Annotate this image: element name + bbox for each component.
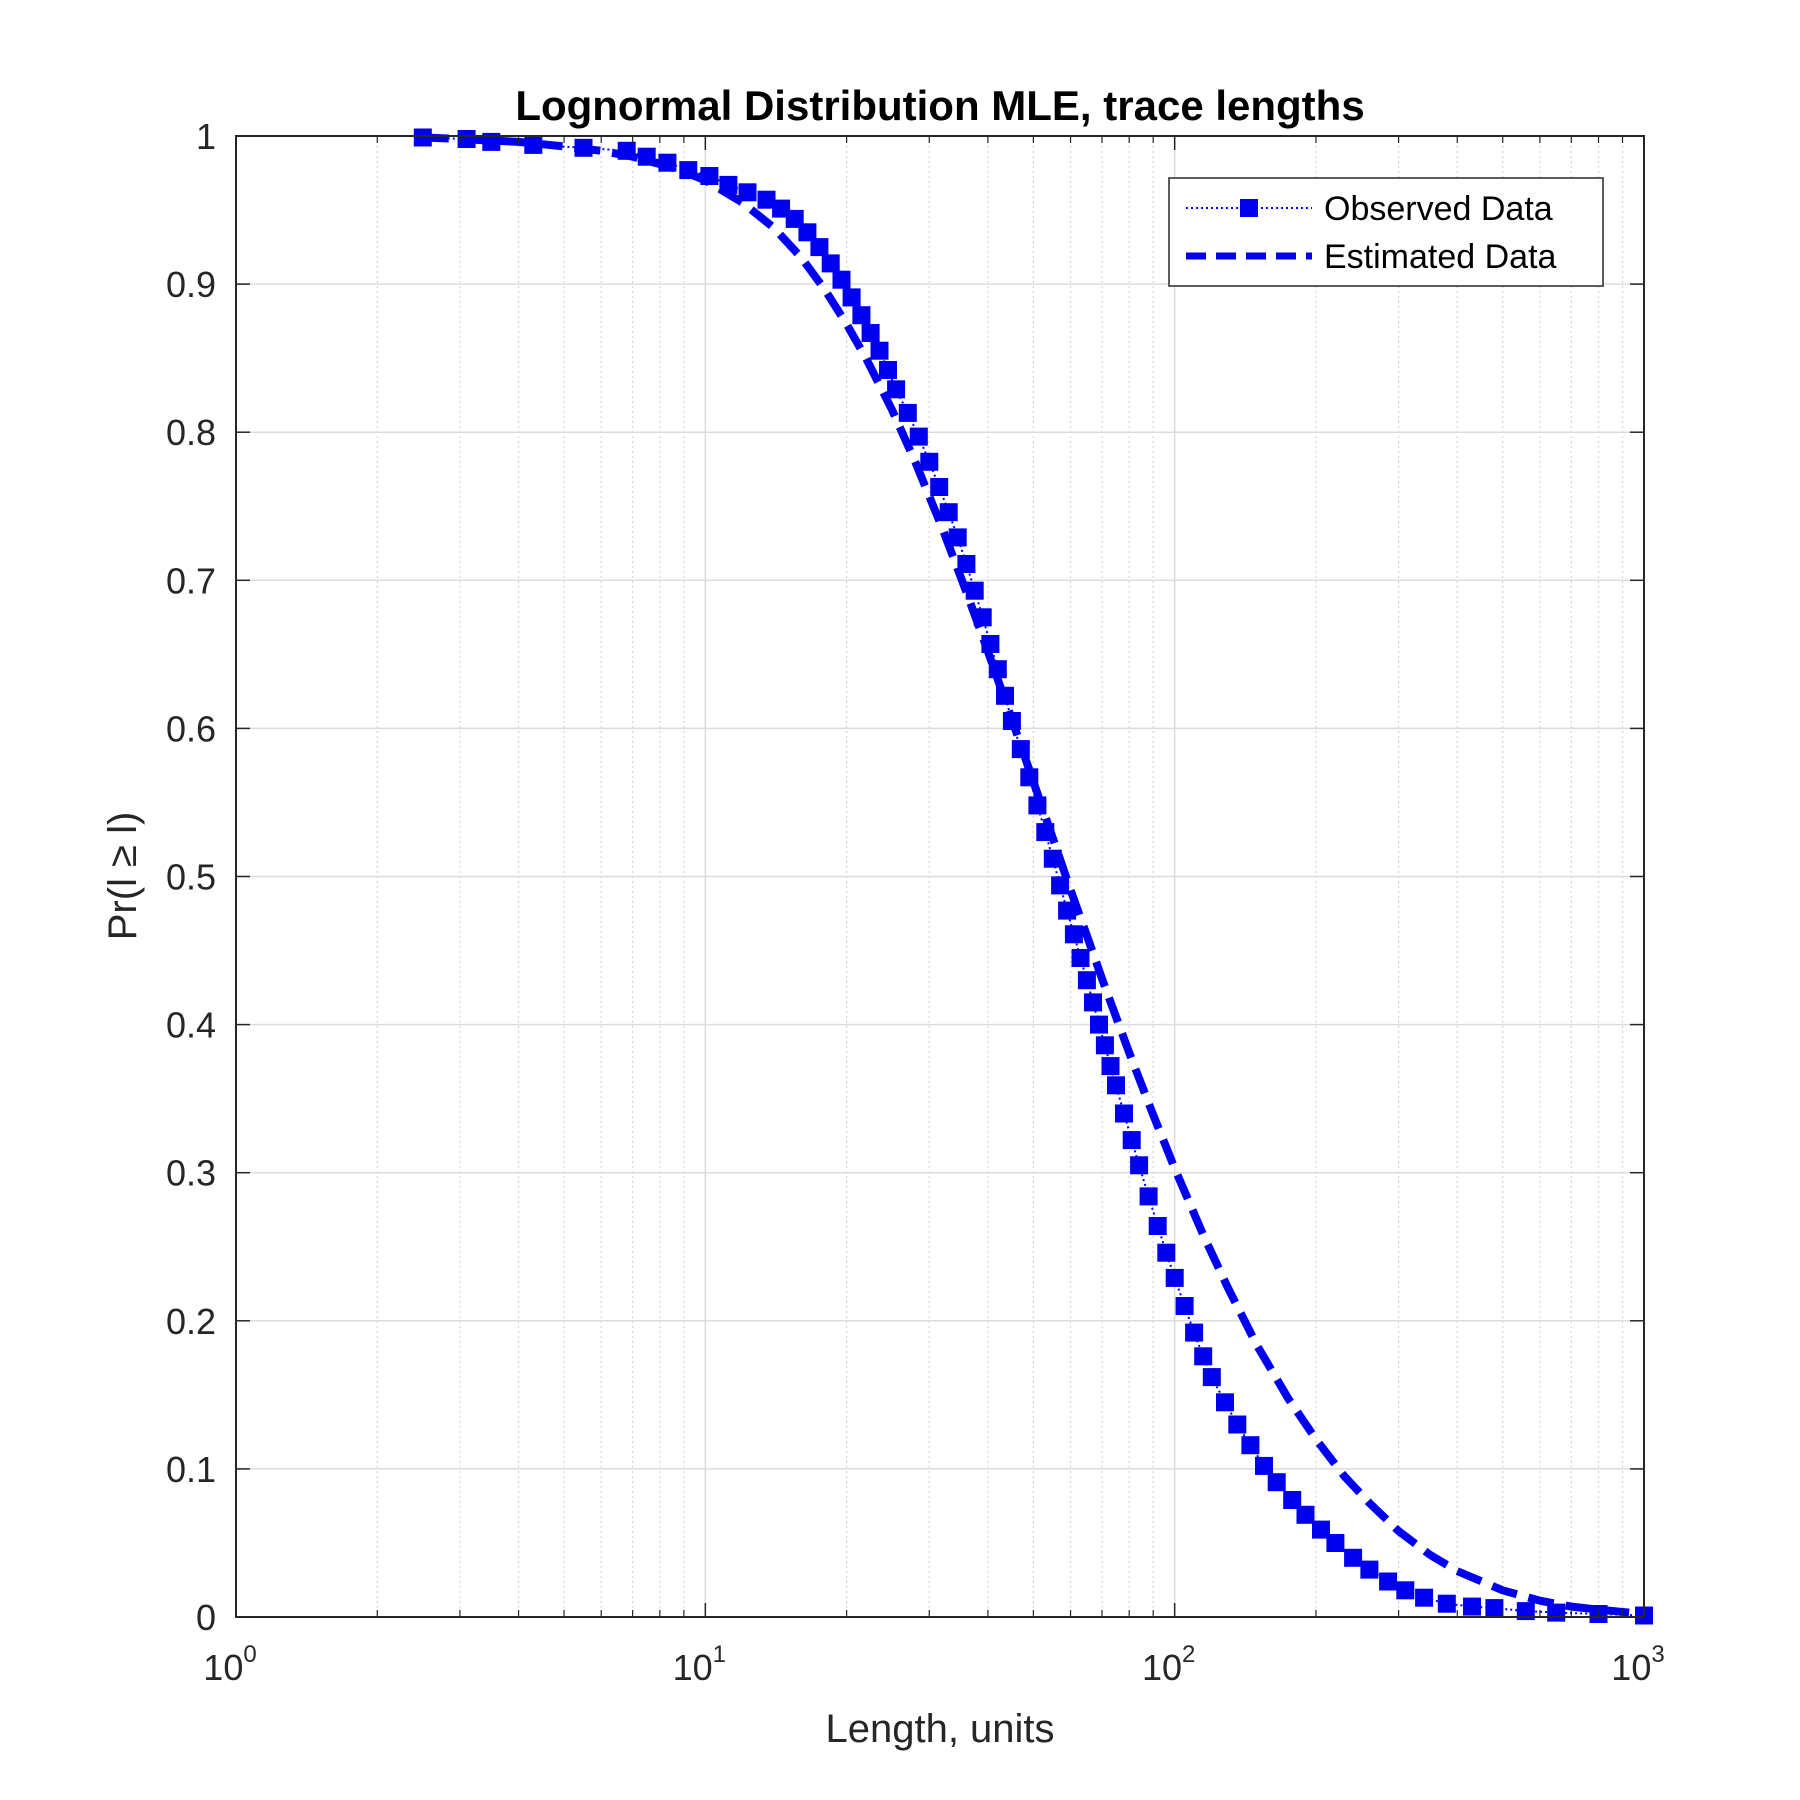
legend-observed-marker xyxy=(1240,199,1258,217)
observed-data-point xyxy=(1255,1456,1273,1475)
observed-data-point xyxy=(1020,768,1039,787)
observed-data-point xyxy=(1267,1473,1286,1492)
observed-data-point xyxy=(1415,1588,1434,1607)
x-tick-label: 100 xyxy=(203,1641,256,1688)
observed-data-point xyxy=(920,452,939,471)
x-tick-label: 103 xyxy=(1611,1641,1664,1688)
observed-data-point xyxy=(1157,1243,1176,1262)
observed-data-point xyxy=(1241,1436,1260,1455)
legend-box xyxy=(1168,177,1604,287)
observed-data-point xyxy=(1516,1602,1535,1621)
series-layer xyxy=(413,128,1653,1625)
observed-data-point xyxy=(1139,1187,1158,1206)
estimated-data-line xyxy=(422,133,1645,1618)
observed-data-point xyxy=(798,223,817,242)
observed-data-point xyxy=(821,254,840,273)
x-tick-label: 102 xyxy=(1142,1641,1195,1688)
y-tick-label: 0.4 xyxy=(166,1005,216,1046)
observed-data-point xyxy=(1202,1368,1221,1387)
observed-data-point xyxy=(1165,1268,1184,1287)
chart-title: Lognormal Distribution MLE, trace length… xyxy=(515,82,1364,129)
observed-data-point xyxy=(988,660,1007,679)
observed-data-point xyxy=(738,183,757,202)
observed-data-point xyxy=(842,288,861,307)
observed-data-point xyxy=(957,555,976,573)
observed-data-point xyxy=(898,403,917,422)
observed-data-point xyxy=(1071,949,1090,967)
y-tick-label: 0.9 xyxy=(166,264,216,305)
observed-data-point xyxy=(930,478,949,496)
observed-data-point xyxy=(832,270,851,289)
y-tick-label: 0.6 xyxy=(166,708,216,749)
observed-data-point xyxy=(965,581,984,600)
x-tick-labels: 100 101 102 103 xyxy=(203,1641,1664,1688)
observed-data-point xyxy=(1296,1505,1315,1524)
observed-data-point xyxy=(1077,971,1096,990)
observed-data-point xyxy=(870,341,889,360)
observed-data-point xyxy=(810,238,829,257)
observed-data-point xyxy=(1437,1594,1456,1613)
observed-data-point xyxy=(1360,1560,1379,1579)
observed-data-point xyxy=(1175,1297,1194,1315)
y-tick-label: 0.7 xyxy=(166,560,216,601)
y-tick-label: 0.2 xyxy=(166,1301,216,1342)
observed-data-point xyxy=(1064,925,1083,944)
y-tick-label: 0 xyxy=(196,1597,216,1638)
observed-data-point xyxy=(1283,1491,1302,1509)
observed-data-point xyxy=(1107,1076,1125,1095)
y-tick-label: 0.5 xyxy=(166,857,216,898)
observed-data-point xyxy=(909,427,928,446)
observed-data-point xyxy=(1326,1534,1345,1552)
observed-data-point xyxy=(861,324,880,342)
observed-data-point xyxy=(1051,876,1070,895)
y-axis-label: Pr(l ≥ l) xyxy=(101,812,145,941)
observed-data-point xyxy=(1312,1520,1330,1539)
observed-data-point xyxy=(1148,1217,1167,1235)
y-tick-label: 0.1 xyxy=(166,1449,216,1490)
observed-data-point xyxy=(1185,1323,1204,1342)
legend: Observed Data Estimated Data xyxy=(1168,177,1604,287)
axis-ticks xyxy=(235,135,1645,1618)
x-tick-label: 101 xyxy=(673,1641,726,1688)
observed-data-point xyxy=(948,528,967,547)
y-tick-label: 0.3 xyxy=(166,1153,216,1194)
observed-data-point xyxy=(1485,1599,1504,1618)
observed-data-point xyxy=(1090,1015,1108,1034)
observed-data-point xyxy=(1396,1581,1415,1600)
observed-data-point xyxy=(852,306,871,325)
legend-observed-label: Observed Data xyxy=(1324,190,1553,228)
observed-data-point xyxy=(1095,1036,1114,1055)
observed-data-point xyxy=(1130,1156,1149,1175)
observed-data-point xyxy=(1101,1057,1120,1076)
observed-data-point xyxy=(1058,901,1077,920)
y-tick-label: 1 xyxy=(196,116,216,157)
observed-data-point xyxy=(939,503,958,522)
observed-data-point xyxy=(1194,1347,1213,1366)
observed-data-point xyxy=(1115,1104,1133,1123)
observed-data-point xyxy=(1216,1393,1234,1412)
observed-data-point xyxy=(879,361,897,379)
legend-estimated-label: Estimated Data xyxy=(1324,238,1557,276)
observed-data-point xyxy=(772,199,791,218)
x-axis-label: Length, units xyxy=(825,1707,1054,1751)
observed-data-point xyxy=(1122,1131,1141,1150)
observed-data-point xyxy=(1463,1597,1481,1616)
y-tick-label: 0.8 xyxy=(166,412,216,453)
observed-data-point xyxy=(1344,1548,1363,1567)
observed-data-point xyxy=(757,190,776,209)
observed-data-point xyxy=(887,380,906,399)
y-tick-labels: 0 0.1 0.2 0.3 0.4 0.5 0.6 0.7 0.8 0.9 1 xyxy=(166,116,216,1638)
observed-data-point xyxy=(1084,993,1102,1012)
observed-data-point xyxy=(1228,1415,1247,1434)
observed-data-point xyxy=(1379,1572,1398,1591)
